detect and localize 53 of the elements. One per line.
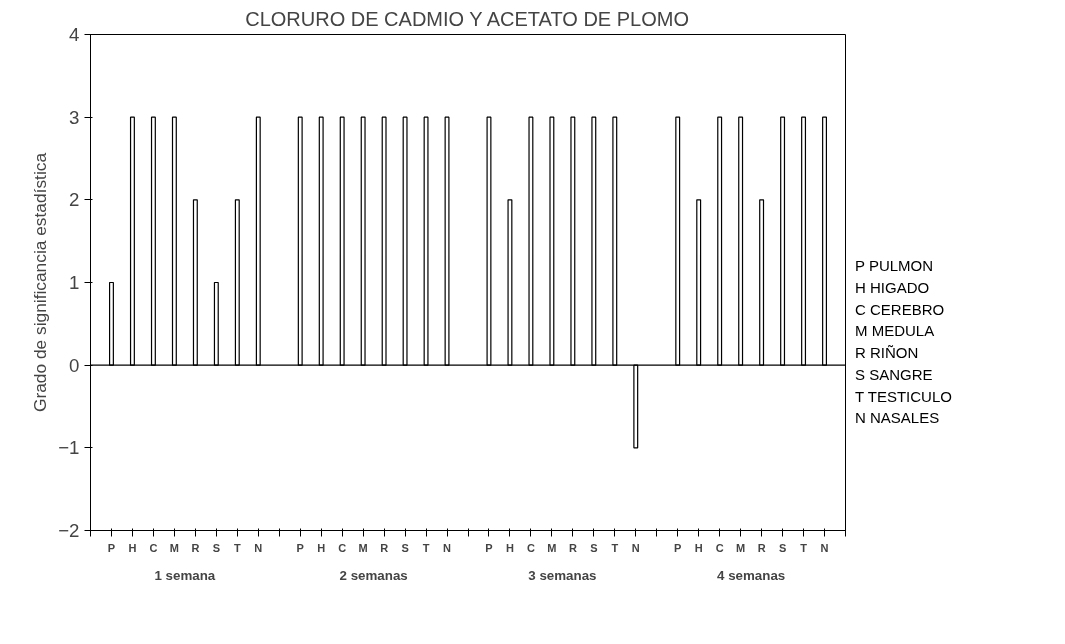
text: R RIÑON: [855, 344, 919, 361]
x-tick-label: S: [778, 541, 787, 554]
x-tick-label: P: [674, 541, 682, 554]
y-tick-label: 0: [69, 354, 80, 376]
x-tick-label: T: [611, 541, 619, 554]
x-tick-label: T: [800, 541, 808, 554]
x-tick-label: R: [757, 541, 766, 554]
text: N NASALES: [855, 409, 940, 427]
x-tick-label: S: [401, 541, 409, 554]
x-tick-label: C: [149, 541, 158, 554]
x-tick-label: H: [505, 541, 514, 554]
x-tick-label: N: [254, 541, 263, 554]
text: 1 semana: [154, 567, 216, 583]
x-tick-label: N: [631, 541, 640, 554]
text: 3 semanas: [528, 567, 597, 583]
chart-title: CLORURO DE CADMIO Y ACETATO DE PLOMO: [245, 7, 689, 30]
y-tick-label: −1: [58, 437, 80, 459]
text: H HIGADO: [855, 278, 930, 296]
x-tick-label: M: [358, 541, 368, 554]
y-axis-title: Grado de significancia estadística: [30, 152, 51, 413]
x-tick-label: R: [568, 541, 577, 554]
text: 2 semanas: [339, 567, 408, 583]
y-tick-label: 4: [69, 24, 80, 45]
x-tick-label: T: [422, 541, 430, 554]
y-tick-label: 2: [69, 189, 80, 211]
x-tick-label: P: [107, 541, 116, 554]
x-tick-label: H: [317, 541, 326, 554]
x-tick-label: T: [233, 541, 241, 554]
y-tick-label: 1: [69, 272, 80, 293]
x-tick-label: R: [191, 541, 200, 554]
text: C CEREBRO: [855, 300, 945, 318]
text: T TESTICULO: [855, 387, 952, 405]
x-tick-label: H: [128, 541, 137, 554]
y-tick-label: −2: [58, 520, 80, 541]
x-tick-label: C: [338, 541, 347, 554]
x-tick-label: C: [715, 541, 724, 554]
x-tick-label: H: [694, 541, 703, 554]
x-tick-label: N: [443, 541, 452, 554]
x-tick-label: M: [169, 541, 179, 554]
text: P PULMON: [855, 257, 934, 274]
text: M MEDULA: [855, 322, 935, 340]
x-tick-label: M: [547, 541, 557, 554]
y-tick-label: 3: [69, 106, 80, 128]
text: S SANGRE: [855, 365, 933, 383]
x-tick-label: P: [296, 541, 304, 554]
x-tick-label: P: [485, 541, 493, 554]
x-tick-label: S: [212, 541, 221, 554]
x-tick-label: S: [590, 541, 598, 554]
text: 4 semanas: [717, 567, 786, 583]
x-tick-label: N: [820, 541, 829, 554]
x-tick-label: R: [380, 541, 389, 554]
x-tick-label: M: [736, 541, 746, 554]
x-tick-label: C: [526, 541, 535, 554]
